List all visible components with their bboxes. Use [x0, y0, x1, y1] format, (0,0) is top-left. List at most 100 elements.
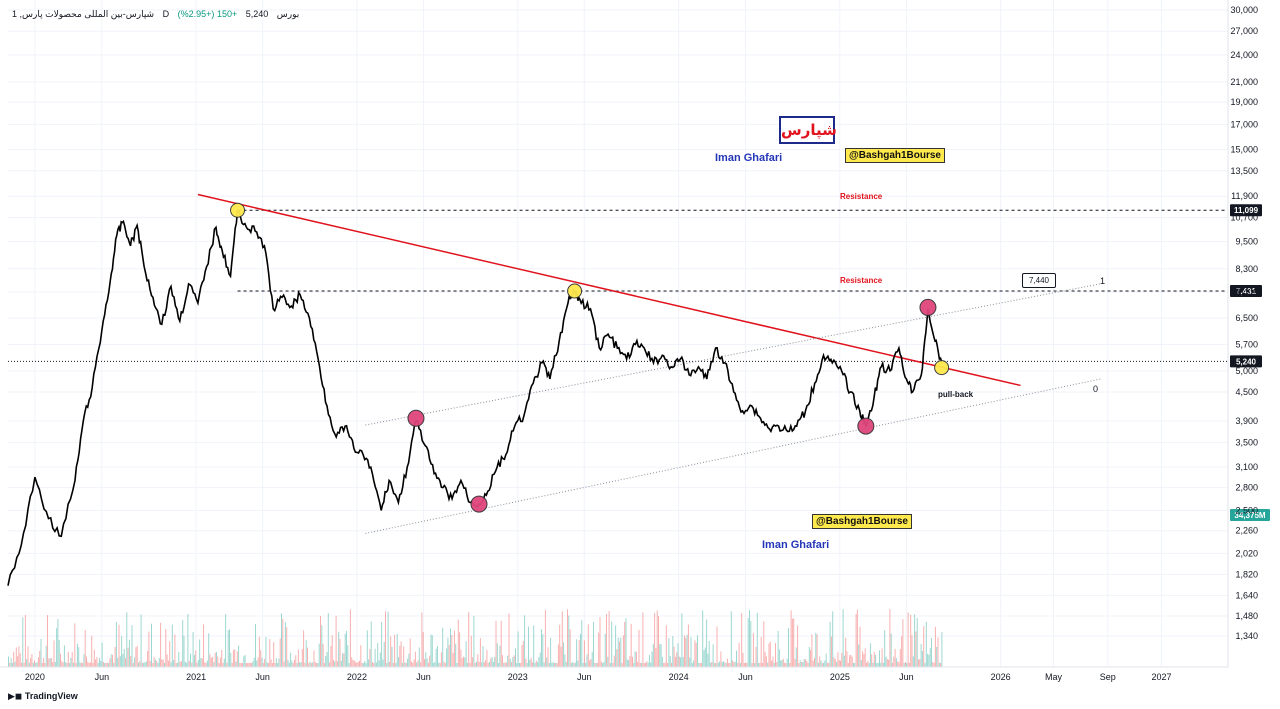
volume-bar — [36, 662, 38, 667]
volume-bar — [279, 638, 281, 667]
volume-bar — [823, 662, 825, 667]
volume-bar — [511, 662, 513, 667]
price-axis[interactable]: 30,000 27,000 24,000 21,000 19,000 17,000 15,0… — [1230, 5, 1258, 641]
time-tick-label: 2022 — [347, 672, 367, 682]
volume-bar — [568, 615, 570, 667]
volume-bar — [338, 631, 340, 667]
volume-bar — [24, 614, 26, 667]
volume-bar — [832, 611, 834, 667]
volume-bar — [21, 662, 22, 667]
volume-bar — [624, 621, 626, 667]
volume-bar — [647, 662, 649, 667]
volume-bar — [414, 651, 416, 667]
volume-bar — [885, 656, 887, 667]
volume-bar — [603, 661, 605, 667]
volume-bar — [544, 609, 546, 667]
volume-bar — [546, 657, 548, 667]
volume-bar — [424, 658, 425, 667]
volume-bar — [41, 662, 43, 667]
volume-bar — [455, 643, 457, 667]
volume-bar — [529, 659, 531, 667]
volume-bar — [37, 657, 39, 667]
volume-bar — [790, 610, 792, 667]
volume-bar — [933, 662, 935, 667]
volume-bar — [758, 663, 760, 667]
volume-bar — [593, 622, 594, 667]
author-label-bottom: Iman Ghafari — [762, 539, 830, 551]
volume-bar — [32, 662, 34, 667]
volume-bar — [184, 661, 186, 667]
volume-bar — [840, 660, 841, 667]
volume-bar — [654, 613, 656, 667]
volume-bar — [551, 662, 553, 667]
volume-bar — [239, 662, 241, 667]
volume-bar — [290, 652, 292, 667]
volume-bar — [66, 663, 68, 667]
volume-bar — [489, 661, 490, 667]
volume-bar — [586, 654, 588, 667]
volume-bar — [910, 614, 912, 667]
volume-bar — [217, 656, 219, 667]
tradingview-logo[interactable]: ▶◼ TradingView — [8, 691, 78, 702]
volume-bar — [352, 660, 354, 667]
volume-bar — [351, 657, 353, 667]
volume-bar — [143, 662, 145, 667]
volume-bar — [872, 662, 874, 667]
volume-bar — [388, 661, 390, 667]
volume-bar — [271, 663, 273, 667]
volume-bar — [162, 659, 164, 667]
volume-bar — [79, 662, 81, 667]
volume-bar — [561, 611, 563, 667]
symbol-header[interactable]: شپارس-بین المللی محصولات پارس, 1 D بورس … — [12, 9, 305, 20]
volume-bar — [453, 630, 455, 667]
volume-bar — [634, 651, 636, 667]
price-tick-label: 30,000 — [1230, 5, 1258, 15]
volume-bar — [862, 651, 864, 667]
volume-bar — [898, 662, 900, 667]
marker-pink — [470, 495, 488, 513]
volume-bar — [830, 636, 832, 667]
price-tick-label: 2,260 — [1235, 526, 1258, 536]
price-tick-label: 27,000 — [1230, 26, 1258, 36]
volume-bar — [235, 661, 237, 667]
volume-bar — [743, 662, 745, 667]
time-tick-label: Jun — [577, 672, 592, 682]
volume-bar — [923, 626, 925, 667]
volume-bar — [810, 650, 812, 667]
volume-bar — [340, 660, 342, 667]
volume-bar — [936, 646, 938, 667]
volume-bar — [750, 620, 752, 667]
volume-bar — [212, 656, 214, 667]
volume-bar — [838, 660, 840, 667]
volume-bar — [461, 658, 463, 667]
volume-bar — [265, 636, 267, 667]
volume-bar — [360, 645, 362, 667]
volume-bar — [512, 657, 514, 667]
volume-bar — [398, 657, 399, 667]
time-axis[interactable]: 2020 Jun 2021 Jun 2022 Jun 2023 Jun 2024 Jun 2025 J… — [25, 672, 1172, 682]
trendline — [197, 193, 1021, 387]
volume-bar — [795, 647, 797, 667]
volume-bar — [611, 621, 613, 667]
volume-bar — [507, 655, 509, 667]
volume-bar — [368, 659, 370, 667]
volume-bar — [430, 634, 432, 667]
volume-bar — [195, 650, 197, 667]
volume-bar — [824, 660, 826, 667]
volume-bar — [906, 662, 908, 667]
volume-bar — [632, 656, 633, 667]
volume-bar — [478, 661, 480, 667]
volume-bar — [550, 637, 552, 667]
volume-bar — [420, 662, 422, 667]
volume-bar — [555, 662, 557, 667]
volume-bar — [812, 660, 814, 667]
volume-bar — [721, 662, 723, 667]
volume-bar — [676, 652, 678, 667]
volume-bar — [841, 652, 843, 667]
volume-bar — [262, 662, 264, 667]
volume-bar — [875, 655, 877, 667]
volume-bar — [61, 661, 63, 667]
volume-bar — [355, 662, 357, 667]
volume-bar — [240, 662, 242, 667]
